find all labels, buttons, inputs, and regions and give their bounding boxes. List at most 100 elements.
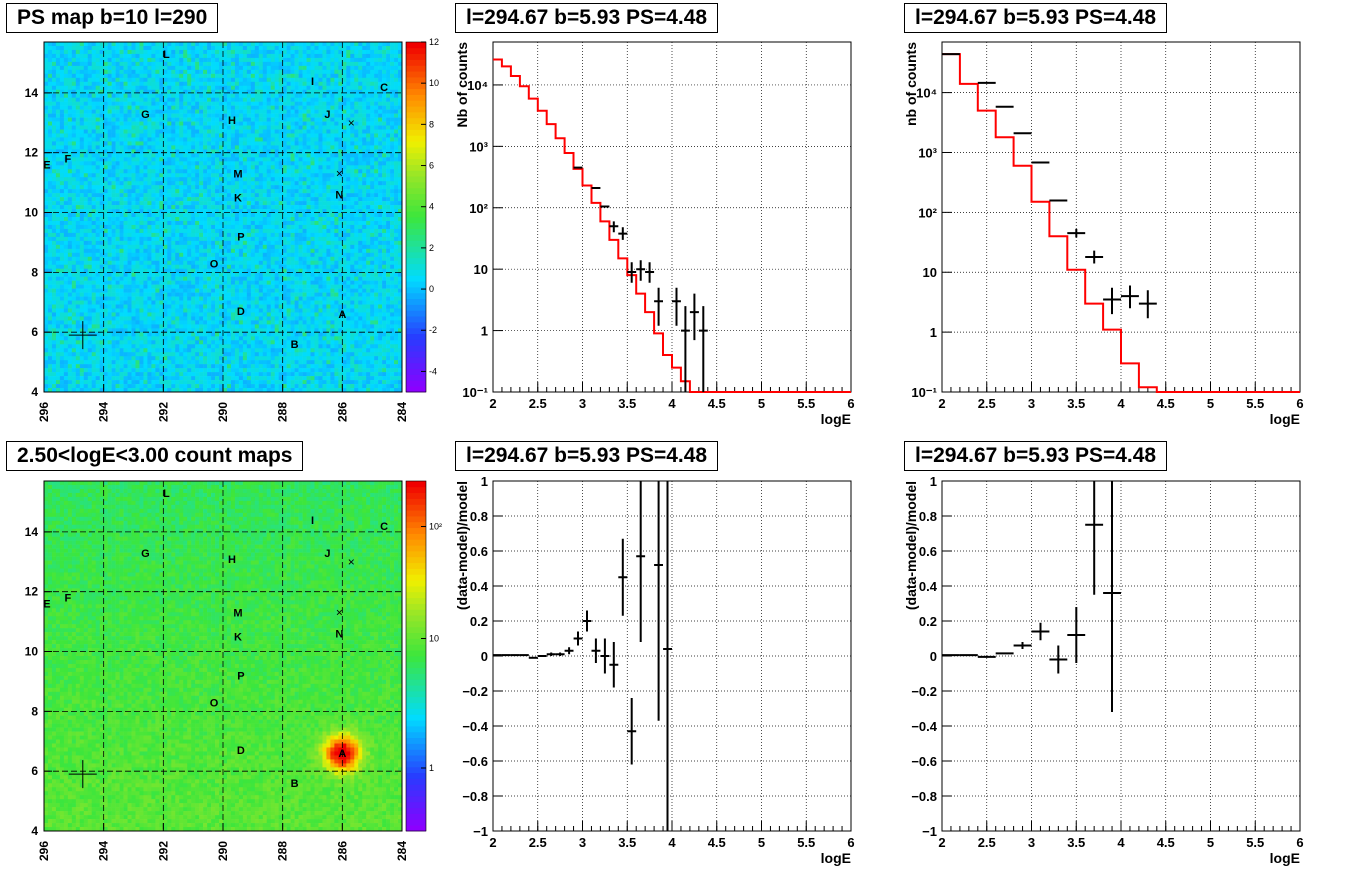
map-cell (51, 65, 57, 71)
map-cell (67, 109, 73, 114)
map-cell (135, 308, 140, 313)
map-cell (163, 169, 168, 174)
map-cell (167, 320, 172, 325)
map-cell (147, 97, 152, 102)
map-cell (147, 356, 152, 361)
map-cell (258, 129, 264, 134)
map-cell (63, 53, 69, 59)
map-cell (119, 97, 124, 102)
map-cell (207, 217, 212, 222)
map-cell (63, 312, 69, 317)
map-cell (195, 121, 200, 126)
map-cell (203, 145, 208, 150)
map-cell (95, 268, 100, 273)
map-cell (71, 276, 77, 281)
map-cell (219, 201, 224, 206)
map-cell (71, 384, 77, 389)
map-cell (262, 77, 268, 83)
map-cell (119, 240, 124, 246)
map-cell (183, 352, 188, 357)
map-cell (44, 296, 49, 301)
map-cell (63, 244, 69, 250)
map-cell (266, 61, 272, 67)
map-cell (254, 189, 260, 194)
map-cell (47, 153, 53, 158)
map-cell (175, 161, 180, 166)
map-cell (91, 340, 97, 345)
map-cell (51, 296, 57, 301)
map-cell (107, 312, 112, 317)
map-cell (187, 248, 192, 254)
map-cell (250, 101, 256, 106)
map-cell (131, 268, 136, 273)
map-cell (107, 292, 112, 297)
map-cell (262, 248, 268, 254)
map-cell (175, 272, 180, 277)
map-cell (115, 380, 120, 385)
map-cell (71, 109, 77, 114)
map-cell (242, 376, 248, 381)
map-cell (195, 93, 200, 98)
map-cell (143, 288, 148, 293)
map-cell (195, 324, 200, 329)
map-cell (63, 189, 69, 194)
map-cell (83, 308, 89, 313)
map-cell (103, 268, 108, 273)
map-cell (266, 97, 272, 102)
map-cell (203, 125, 208, 130)
map-cell (103, 61, 108, 67)
map-cell (119, 133, 124, 138)
map-cell (135, 220, 140, 226)
map-cell (266, 113, 272, 118)
map-cell (51, 189, 57, 194)
map-cell (63, 336, 69, 341)
map-cell (219, 376, 224, 381)
map-cell (139, 177, 144, 182)
map-cell (238, 232, 244, 238)
map-cell (79, 73, 85, 79)
map-cell (258, 49, 264, 55)
map-cell (115, 81, 120, 87)
map-cell (262, 244, 268, 250)
map-cell (163, 228, 168, 234)
map-cell (95, 320, 100, 325)
map-cell (115, 332, 120, 337)
map-cell (75, 348, 81, 353)
map-cell (59, 173, 65, 178)
map-cell (91, 260, 97, 266)
map-cell (107, 121, 112, 126)
map-cell (155, 137, 160, 142)
map-cell (115, 300, 120, 305)
map-cell (127, 165, 132, 170)
map-cell (230, 105, 236, 110)
map-cell (63, 97, 69, 102)
map-cell (107, 101, 112, 106)
map-cell (195, 356, 200, 361)
map-cell (163, 153, 168, 158)
map-cell (59, 213, 65, 218)
map-cell (223, 288, 228, 293)
map-cell (254, 77, 260, 83)
map-cell (119, 189, 124, 194)
map-cell (250, 53, 256, 59)
map-cell (99, 256, 104, 262)
map-cell (87, 276, 93, 281)
map-cell (59, 384, 65, 389)
map-cell (47, 149, 53, 154)
map-cell (95, 272, 100, 277)
map-cell (51, 153, 57, 158)
map-cell (95, 89, 100, 95)
map-cell (67, 141, 73, 146)
map-cell (91, 236, 97, 242)
map-cell (219, 125, 224, 130)
map-cell (246, 185, 252, 190)
map-cell (238, 344, 244, 349)
map-cell (151, 145, 156, 150)
map-cell (163, 105, 168, 110)
map-cell (123, 61, 128, 67)
map-cell (99, 236, 104, 242)
map-cell (163, 316, 168, 321)
map-cell (187, 149, 192, 154)
map-cell (250, 49, 256, 55)
map-cell (258, 73, 264, 79)
